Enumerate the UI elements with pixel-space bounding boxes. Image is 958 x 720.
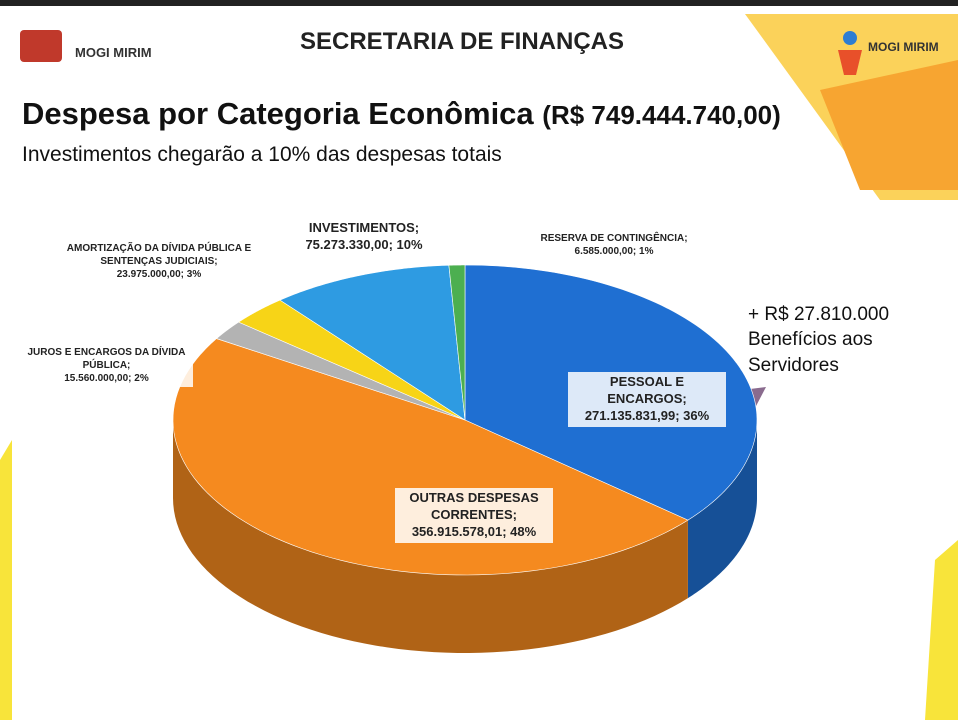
top-border [0, 0, 958, 6]
value-label: 271.135.831,99; 36% [584, 407, 710, 423]
pie-slice [215, 321, 466, 421]
category-label: RESERVA DE CONTINGÊNCIA; [540, 233, 688, 244]
pie-side [687, 420, 757, 599]
decoration [0, 440, 12, 720]
annotation: + R$ 27.810.000 Benefícios aos Servidores [748, 302, 889, 378]
logo-icon [838, 50, 862, 75]
annotation-line: Servidores [748, 354, 839, 376]
pie-slice [172, 338, 689, 576]
data-label: OUTRAS DESPESAS CORRENTES; 356.915.578,01… [395, 488, 553, 543]
pie-slice [448, 264, 466, 421]
value-label: 356.915.578,01; 48% [411, 523, 537, 539]
annotation-line: + R$ 27.810.000 [748, 304, 890, 325]
subtitle: Investimentos chegarão a 10% das despesa… [22, 143, 502, 166]
logo-icon [843, 31, 857, 45]
logo-text: MOGI MIRIM [75, 45, 152, 60]
pie-sides [173, 420, 757, 653]
decoration [925, 540, 958, 720]
pie-slice [279, 264, 466, 421]
title-amount: (R$ 749.444.740,00) [542, 100, 781, 130]
category-label: JUROS E ENCARGOS DA DÍVIDA PÚBLICA; [27, 347, 186, 371]
category-label: AMORTIZAÇÃO DA DÍVIDA PÚBLICA E SENTENÇA… [66, 243, 252, 267]
category-label: OUTRAS DESPESAS CORRENTES; [409, 490, 539, 522]
annotation-line: Benefícios aos [748, 329, 873, 351]
chart-title: Despesa por Categoria Econômica (R$ 749.… [22, 96, 781, 132]
category-label: PESSOAL E ENCARGOS; [607, 374, 687, 406]
logo-text: MOGI MIRIM [868, 40, 939, 54]
value-label: 6.585.000,00; 1% [574, 246, 654, 257]
data-label: RESERVA DE CONTINGÊNCIA; 6.585.000,00; 1% [535, 230, 693, 260]
title: Despesa por Categoria Econômica [22, 96, 534, 131]
data-label: AMORTIZAÇÃO DA DÍVIDA PÚBLICA E SENTENÇA… [55, 240, 263, 283]
value-label: 23.975.000,00; 3% [116, 269, 202, 280]
value-label: 15.560.000,00; 2% [64, 373, 149, 384]
value-label: 75.273.330,00; 10% [305, 236, 423, 252]
category-label: INVESTIMENTOS; [308, 220, 420, 235]
pie-slice [237, 299, 466, 421]
pie-side [173, 420, 688, 653]
header-title: SECRETARIA DE FINANÇAS [300, 28, 625, 55]
data-label: PESSOAL E ENCARGOS; 271.135.831,99; 36% [568, 372, 726, 427]
logo-icon [20, 30, 62, 62]
data-label: JUROS E ENCARGOS DA DÍVIDA PÚBLICA; 15.56… [20, 344, 193, 387]
data-label: INVESTIMENTOS; 75.273.330,00; 10% [285, 218, 443, 256]
decoration [820, 60, 958, 190]
